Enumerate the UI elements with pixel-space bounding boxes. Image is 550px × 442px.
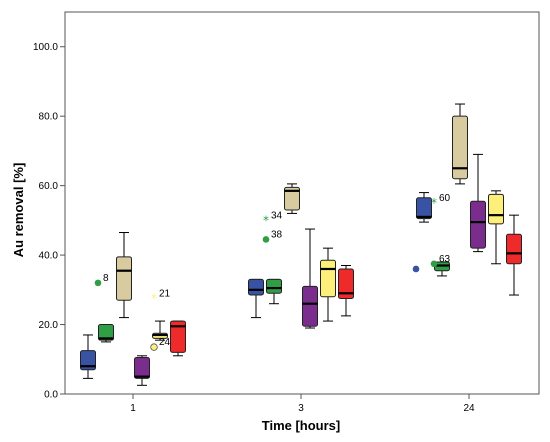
box-plot: [470, 153, 486, 253]
box-iqr: [320, 259, 336, 298]
x-tick-label: 24: [463, 403, 475, 414]
box-plot: [488, 190, 504, 265]
x-tick-label: 1: [130, 403, 136, 414]
y-tick-label: 40.0: [39, 251, 59, 262]
box-plot: [134, 355, 150, 386]
box-iqr: [134, 357, 150, 379]
box-plot: [98, 324, 114, 343]
outlier-point: 8: [94, 273, 109, 287]
outlier-circle: [430, 260, 438, 268]
outlier-label: 63: [439, 254, 451, 265]
box-iqr: [488, 193, 504, 225]
box-plot: [284, 183, 300, 214]
box-plot: [80, 334, 96, 379]
outlier-star: *: [151, 292, 157, 306]
outlier-label: 34: [271, 210, 283, 221]
box-iqr: [506, 233, 522, 265]
box-iqr: [284, 186, 300, 211]
plot-area: [64, 11, 540, 395]
box-series: [80, 103, 522, 386]
y-tick-label: 0.0: [44, 390, 58, 401]
y-tick-label: 80.0: [39, 112, 59, 123]
outlier-circle: [412, 265, 420, 273]
outlier-label: 38: [271, 229, 283, 240]
box-iqr: [248, 278, 264, 296]
box-plot: [152, 320, 168, 341]
box-plot: [320, 247, 336, 322]
outlier-point: * 60: [431, 193, 451, 210]
y-tick-label: 20.0: [39, 320, 59, 331]
outlier-label: 24: [159, 337, 171, 348]
box-plot: [338, 265, 354, 317]
box-iqr: [452, 115, 468, 180]
box-plot: [416, 192, 432, 223]
box-plot: [170, 320, 186, 357]
box-iqr: [266, 278, 282, 294]
y-axis: 0.0 20.0 40.0 60.0 80.0 100.0: [33, 42, 65, 401]
x-tick-label: 3: [298, 403, 304, 414]
outlier-label: 60: [439, 193, 451, 204]
box-iqr: [416, 197, 432, 220]
box-plot: [248, 278, 264, 319]
y-axis-title: Au removal [%]: [11, 163, 26, 258]
plot-border: [64, 11, 540, 395]
outlier-point: * 34: [263, 210, 283, 227]
box-plot: [302, 228, 318, 329]
outlier-circle: [94, 279, 102, 287]
outlier-star: *: [431, 196, 437, 210]
x-axis: 1 3 24: [130, 394, 475, 414]
outlier-circle: [262, 236, 270, 243]
box-iqr: [80, 350, 96, 371]
outlier-circle: [150, 343, 158, 351]
box-plot: [116, 232, 132, 319]
outlier-point: [412, 265, 420, 273]
y-tick-label: 100.0: [33, 42, 58, 53]
box-plot: [266, 278, 282, 305]
outlier-point: 38: [262, 229, 283, 243]
x-axis-title: Time [hours]: [262, 418, 341, 433]
box-iqr: [470, 200, 486, 249]
box-iqr: [98, 324, 114, 341]
box-iqr: [302, 285, 318, 327]
box-plot: [506, 214, 522, 296]
outlier-star: *: [263, 213, 269, 227]
outlier-label: 21: [159, 289, 171, 300]
outlier-point: 63: [430, 254, 451, 268]
box-iqr: [116, 256, 132, 301]
y-tick-label: 60.0: [39, 181, 59, 192]
outlier-point: 24: [150, 337, 171, 351]
outlier-point: * 21: [151, 289, 171, 306]
box-iqr: [338, 268, 354, 299]
box-plot: [452, 103, 468, 185]
outlier-label: 8: [103, 273, 109, 284]
box-iqr: [170, 320, 186, 353]
